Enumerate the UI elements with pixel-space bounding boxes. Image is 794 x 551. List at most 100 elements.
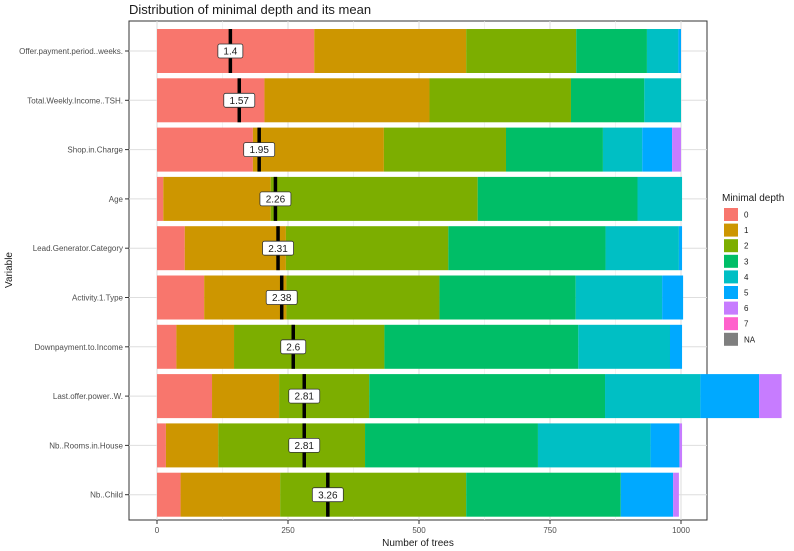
bar-segment-depth-1 <box>163 176 271 221</box>
bar-segment-depth-4 <box>605 226 679 271</box>
mean-label-box <box>259 191 292 207</box>
legend-label: 5 <box>744 289 749 298</box>
legend-key <box>724 270 738 284</box>
legend-item: 3 <box>724 254 749 268</box>
x-axis-ticks: 0 250 500 750 1000 <box>155 520 690 535</box>
legend-item: NA <box>724 332 756 346</box>
bar-segment-depth-1 <box>212 374 280 419</box>
bar-segment-depth-4 <box>602 127 643 172</box>
y-tick-label: Shop.in.Charge <box>67 146 123 155</box>
bar-segment-depth-5 <box>650 423 680 468</box>
mean-markers-layer: 1.4 1.57 1.95 2.26 2.31 2.38 2.6 2.81 2.81 3.26 <box>217 29 344 517</box>
legend-title: Minimal depth <box>722 193 784 204</box>
bar-segment-depth-0 <box>157 374 213 419</box>
bar-segment-depth-5 <box>678 29 681 73</box>
legend-items: 0 1 2 3 4 5 6 7 NA <box>724 208 756 346</box>
y-axis-title: Variable <box>4 252 15 288</box>
legend-label: 6 <box>744 304 749 313</box>
bar-row <box>157 176 683 221</box>
bar-segment-depth-3 <box>439 275 576 320</box>
mean-label: 2.26 <box>266 195 286 206</box>
y-tick-label: Nb..Child <box>90 491 123 500</box>
legend: Minimal depth 0 1 2 3 4 5 6 7 NA <box>722 193 784 346</box>
mean-label: 1.95 <box>249 145 269 156</box>
bar-segment-depth-5 <box>700 374 760 419</box>
bar-segment-depth-3 <box>570 78 645 123</box>
bar-segment-depth-4 <box>644 78 681 123</box>
bar-segment-depth-4 <box>646 29 679 73</box>
bar-segment-depth-3 <box>365 423 538 468</box>
mean-label-box <box>288 437 321 453</box>
bar-segment-depth-0 <box>157 472 181 517</box>
bar-row <box>157 423 683 468</box>
bar-segment-depth-0 <box>157 226 185 271</box>
bar-segment-depth-0 <box>157 324 177 369</box>
bar-segment-depth-2 <box>383 127 506 172</box>
mean-label: 2.81 <box>295 392 315 403</box>
bar-segment-depth-0 <box>157 176 164 221</box>
bar-segment-depth-4 <box>578 324 670 369</box>
bar-segment-depth-1 <box>180 472 281 517</box>
legend-item: 5 <box>724 286 749 299</box>
bar-row <box>157 374 782 419</box>
mean-label-box <box>311 487 344 503</box>
y-tick-label: Downpayment.to.Income <box>35 343 124 352</box>
bar-segment-depth-3 <box>384 324 579 369</box>
bar-segment-depth-6 <box>759 374 782 419</box>
bar-segment-depth-2 <box>466 29 577 73</box>
bar-segment-depth-3 <box>448 226 606 271</box>
bar-segment-depth-3 <box>505 127 603 172</box>
y-tick-label: Age <box>109 195 124 204</box>
mean-label-box <box>243 142 276 158</box>
x-tick-label: 750 <box>543 526 557 535</box>
legend-key <box>724 223 738 237</box>
bar-segment-depth-2 <box>429 78 571 123</box>
mean-label: 2.6 <box>286 342 300 353</box>
y-axis-ticks: Offer.payment.period..weeks. Total.Weekly… <box>19 47 129 500</box>
bar-segment-depth-5 <box>662 275 684 320</box>
bar-segment-depth-2 <box>286 275 440 320</box>
bar-row <box>157 127 681 172</box>
y-tick-label: Offer.payment.period..weeks. <box>19 47 123 56</box>
mean-label: 2.38 <box>272 293 292 304</box>
x-axis-title: Number of trees <box>382 538 454 549</box>
bar-segment-depth-1 <box>314 29 467 73</box>
bar-segment-depth-4 <box>537 423 651 468</box>
mean-label-box <box>288 388 321 404</box>
mean-label-box <box>223 92 256 108</box>
bar-segment-depth-6 <box>673 472 679 517</box>
legend-key <box>724 208 738 221</box>
legend-label: 1 <box>744 226 749 235</box>
legend-key <box>724 301 738 315</box>
x-tick-label: 0 <box>155 526 160 535</box>
legend-item: 6 <box>724 301 749 315</box>
y-tick-label: Last.offer.power..W. <box>53 392 123 401</box>
bar-segment-depth-3 <box>466 472 621 517</box>
bar-segment-depth-1 <box>264 78 430 123</box>
legend-label: 0 <box>744 211 749 220</box>
bar-segment-depth-4 <box>575 275 663 320</box>
bar-segment-depth-2 <box>280 472 467 517</box>
legend-label: 4 <box>744 273 749 282</box>
legend-item: 7 <box>724 317 749 331</box>
bar-segment-depth-5 <box>669 324 683 369</box>
x-tick-label: 500 <box>412 526 426 535</box>
legend-key <box>724 332 738 346</box>
bar-segment-depth-4 <box>605 374 701 419</box>
bar-segment-depth-5 <box>620 472 674 517</box>
bar-segment-depth-2 <box>234 324 385 369</box>
y-tick-label: Activity.1.Type <box>72 294 124 303</box>
bar-segment-depth-3 <box>477 176 638 221</box>
bar-segment-depth-6 <box>672 127 681 172</box>
legend-key <box>724 254 738 268</box>
x-tick-label: 1000 <box>672 526 690 535</box>
mean-label: 1.4 <box>223 47 237 58</box>
bar-segment-depth-2 <box>285 226 449 271</box>
bar-segment-depth-2 <box>270 176 478 221</box>
y-tick-label: Total.Weekly.Income..TSH. <box>27 96 123 105</box>
bar-segment-depth-1 <box>165 423 219 468</box>
bar-row <box>157 226 683 271</box>
legend-item: 2 <box>724 239 749 253</box>
bar-segment-depth-0 <box>157 423 166 468</box>
